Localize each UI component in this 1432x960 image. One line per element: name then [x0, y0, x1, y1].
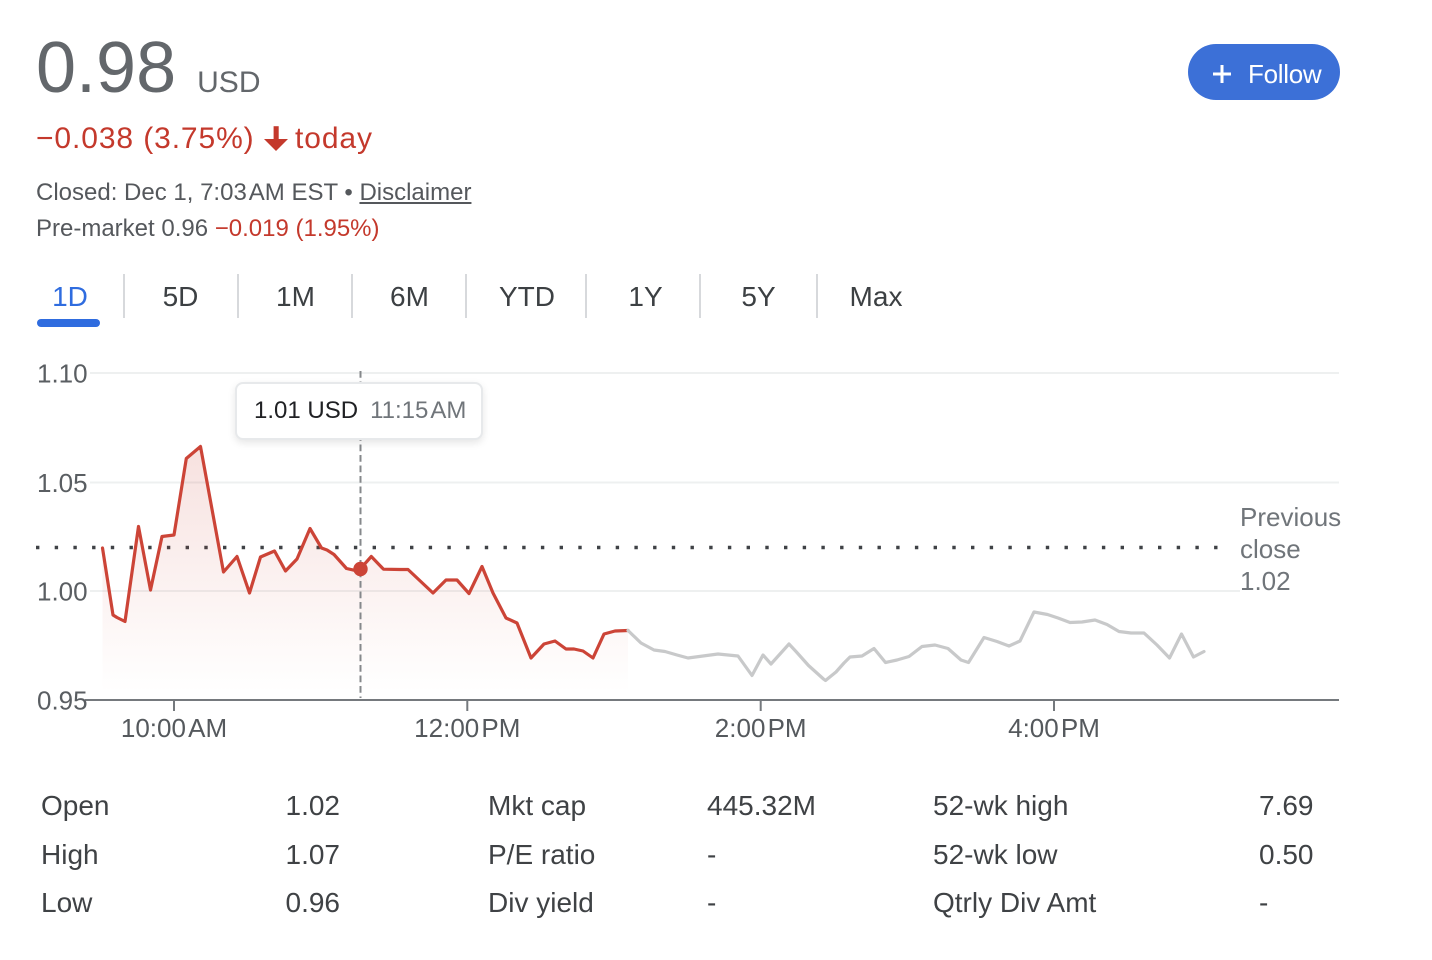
svg-text:1.00: 1.00	[37, 577, 88, 607]
svg-text:2:00 PM: 2:00 PM	[715, 713, 807, 743]
svg-text:12:00 PM: 12:00 PM	[414, 713, 520, 743]
svg-text:0.95: 0.95	[37, 686, 88, 716]
svg-text:1.05: 1.05	[37, 468, 88, 498]
svg-text:1.10: 1.10	[37, 359, 88, 389]
svg-text:4:00 PM: 4:00 PM	[1008, 713, 1100, 743]
svg-text:10:00 AM: 10:00 AM	[121, 713, 227, 743]
